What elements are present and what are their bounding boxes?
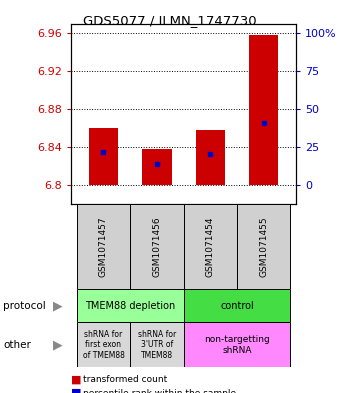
Bar [77,204,130,289]
Text: GDS5077 / ILMN_1747730: GDS5077 / ILMN_1747730 [83,14,257,27]
Text: control: control [220,301,254,310]
Bar [195,130,225,185]
Bar [249,35,278,185]
Text: GSM1071456: GSM1071456 [152,216,161,277]
Bar [77,289,184,322]
Bar [142,149,172,185]
Text: non-targetting
shRNA: non-targetting shRNA [204,335,270,354]
Text: ▶: ▶ [53,338,63,351]
Text: ■: ■ [71,374,82,384]
Text: protocol: protocol [3,301,46,310]
Bar [130,322,184,367]
Text: GSM1071457: GSM1071457 [99,216,108,277]
Bar [184,204,237,289]
Bar [184,322,290,367]
Bar [237,204,290,289]
Text: GSM1071455: GSM1071455 [259,216,268,277]
Text: shRNA for
3'UTR of
TMEM88: shRNA for 3'UTR of TMEM88 [138,330,176,360]
Text: TMEM88 depletion: TMEM88 depletion [85,301,175,310]
Bar [184,289,290,322]
Bar [89,128,118,185]
Text: shRNA for
first exon
of TMEM88: shRNA for first exon of TMEM88 [83,330,124,360]
Text: percentile rank within the sample: percentile rank within the sample [83,389,236,393]
Text: other: other [3,340,31,350]
Text: ▶: ▶ [53,299,63,312]
Text: transformed count: transformed count [83,375,168,384]
Text: GSM1071454: GSM1071454 [206,217,215,277]
Bar [130,204,184,289]
Bar [77,322,130,367]
Text: ■: ■ [71,388,82,393]
